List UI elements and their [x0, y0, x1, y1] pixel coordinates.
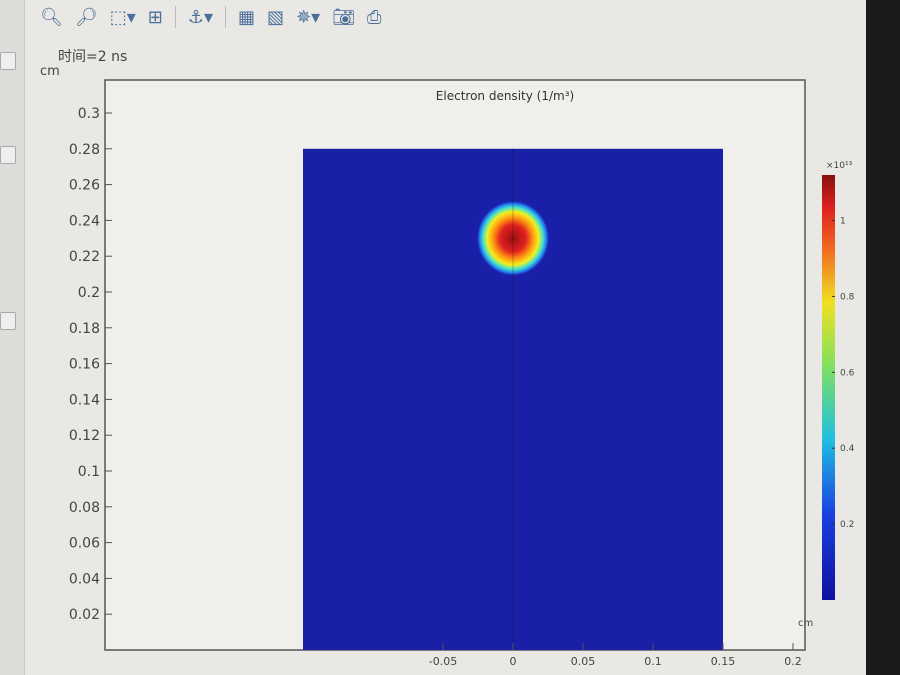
sidebar-button[interactable]	[0, 312, 16, 330]
y-tick-label: 0.28	[69, 142, 100, 158]
scene-light-icon[interactable]: ✵▾	[296, 6, 321, 28]
x-tick-label: 0.1	[644, 655, 662, 668]
plot-toolbar: 🔍︎ 🔎︎ ⬚▾ ⊞ ⚓▾ ▦ ▧ ✵▾ 📷︎ ⎙	[40, 0, 381, 34]
axis-orientation-icon[interactable]: ⚓▾	[187, 6, 214, 28]
y-tick-label: 0.18	[69, 321, 100, 337]
x-axis-unit: cm	[798, 618, 813, 629]
colorbar-icon[interactable]: ▧	[267, 6, 285, 28]
colorbar	[822, 175, 835, 600]
y-tick-label: 0.3	[78, 106, 100, 122]
x-tick-label: 0	[510, 655, 517, 668]
y-axis-unit: cm	[40, 64, 60, 79]
colorbar-tick-label: 0.4	[840, 444, 855, 454]
plot-title: Electron density (1/m³)	[436, 89, 574, 103]
y-tick-label: 0.1	[78, 464, 100, 480]
y-axis: 0.02 0.04 0.06 0.08 0.1 0.12 0.14 0.16 0.18 0.2 0.…	[69, 106, 112, 623]
electron-density-plot[interactable]: Electron density (1/m³) 0.02 0.04 0.06 0.08…	[0, 0, 866, 675]
screen-bezel	[866, 0, 900, 675]
table-icon[interactable]: ▦	[238, 6, 256, 28]
y-tick-label: 0.06	[69, 536, 100, 552]
colorbar-multiplier: ×10¹³	[826, 161, 853, 171]
density-peak	[476, 200, 550, 277]
time-label: 时间=2 ns	[58, 49, 128, 65]
colorbar-tick-label: 0.8	[840, 292, 855, 302]
x-tick-label: 0.05	[571, 655, 596, 668]
x-tick-label: 0.15	[711, 655, 736, 668]
y-tick-label: 0.16	[69, 357, 100, 373]
toolbar-divider	[225, 6, 227, 28]
y-tick-label: 0.26	[69, 178, 100, 194]
camera-icon[interactable]: 📷︎	[332, 6, 356, 28]
y-tick-label: 0.04	[69, 571, 100, 587]
colorbar-tick-label: 0.6	[840, 368, 855, 378]
y-tick-label: 0.24	[69, 213, 100, 229]
x-tick-label: -0.05	[429, 655, 457, 668]
y-tick-label: 0.22	[69, 249, 100, 265]
y-tick-label: 0.08	[69, 500, 100, 516]
sidebar-button[interactable]	[0, 52, 16, 70]
zoom-extents-icon[interactable]: ⊞	[147, 6, 163, 28]
zoom-out-icon[interactable]: 🔎︎	[74, 6, 98, 28]
heatmap-domain	[303, 148, 723, 651]
toolbar-divider	[174, 6, 176, 28]
y-tick-label: 0.02	[69, 607, 100, 623]
colorbar-ticks: 0.2 0.4 0.6 0.8 1	[832, 217, 855, 530]
sidebar	[0, 0, 25, 675]
y-tick-label: 0.14	[69, 392, 100, 408]
x-axis: -0.05 0 0.05 0.1 0.15 0.2	[429, 643, 802, 668]
y-tick-label: 0.2	[78, 285, 100, 301]
zoom-in-icon[interactable]: 🔍︎	[40, 6, 63, 28]
print-icon[interactable]: ⎙	[367, 6, 382, 28]
colorbar-tick-label: 0.2	[840, 520, 854, 530]
x-tick-label: 0.2	[784, 655, 802, 668]
sidebar-button[interactable]	[0, 146, 16, 164]
y-tick-label: 0.12	[69, 428, 100, 444]
colorbar-tick-label: 1	[840, 217, 846, 227]
zoom-box-icon[interactable]: ⬚▾	[109, 6, 136, 28]
